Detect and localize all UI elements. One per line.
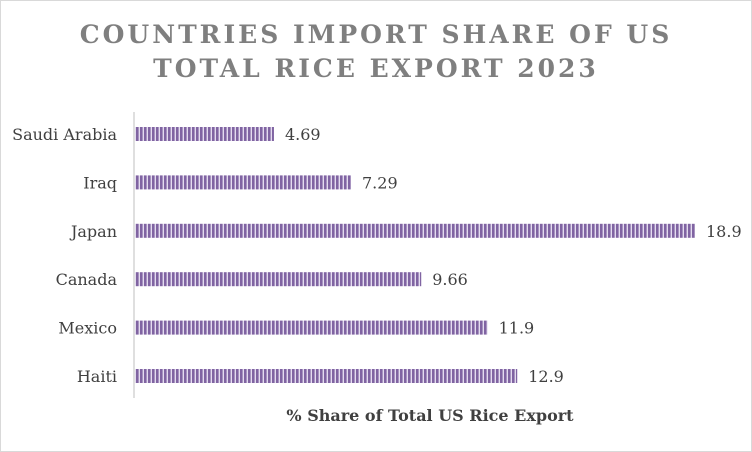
category-label: Canada [56,270,118,289]
chart-title-line-2: TOTAL RICE EXPORT 2023 [153,54,599,83]
data-label: 4.69 [285,125,321,144]
data-label: 12.9 [528,367,564,386]
data-label: 18.9 [706,222,742,241]
x-axis-title: % Share of Total US Rice Export [286,406,574,425]
category-label: Mexico [58,319,117,338]
bar [135,320,488,335]
data-label: 7.29 [362,173,398,192]
bar [135,272,422,287]
category-label: Iraq [83,173,117,192]
bar [135,127,274,141]
data-label: 11.9 [499,319,535,338]
bar [135,369,518,383]
category-label: Haiti [77,367,117,386]
bar [135,223,695,238]
category-label: Japan [69,222,117,241]
category-label: Saudi Arabia [12,125,117,144]
bar [135,175,351,190]
chart-title: COUNTRIES IMPORT SHARE OF US TOTAL RICE … [0,18,752,86]
data-label: 9.66 [432,270,468,289]
chart-title-line-1: COUNTRIES IMPORT SHARE OF US [79,20,673,49]
bars-layer: Saudi Arabia 4.69 Iraq 7.29 Japan 18.9 Canada 9… [12,125,742,386]
